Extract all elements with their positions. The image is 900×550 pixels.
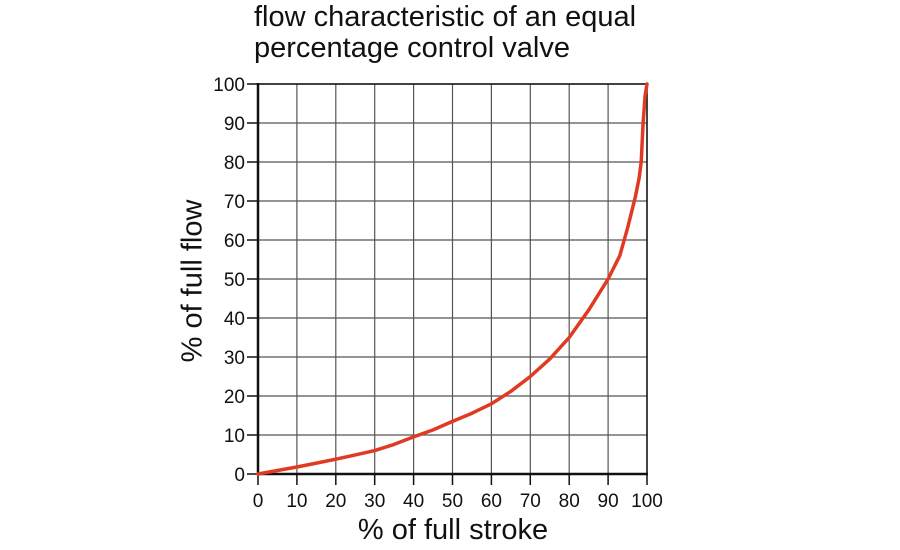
y-tick-label: 0 xyxy=(234,465,245,486)
y-tick-label: 20 xyxy=(224,387,245,408)
y-tick-label: 70 xyxy=(224,192,245,213)
x-tick-label: 50 xyxy=(442,491,463,512)
y-tick-label: 10 xyxy=(224,426,245,447)
chart-title: flow characteristic of an equal percenta… xyxy=(254,2,636,64)
x-tick-label: 80 xyxy=(559,491,580,512)
y-tick-label: 90 xyxy=(224,114,245,135)
y-tick-label: 30 xyxy=(224,348,245,369)
y-tick-label: 80 xyxy=(224,153,245,174)
flow-curve xyxy=(256,82,649,476)
y-axis-label: % of full flow xyxy=(176,199,209,363)
y-tick-label: 100 xyxy=(213,75,245,96)
x-tick-label: 100 xyxy=(631,491,663,512)
y-tick-label: 50 xyxy=(224,270,245,291)
x-tick-label: 10 xyxy=(286,491,307,512)
x-tick-label: 60 xyxy=(481,491,502,512)
y-tick-label: 40 xyxy=(224,309,245,330)
x-tick-label: 90 xyxy=(598,491,619,512)
x-tick-label: 0 xyxy=(253,491,264,512)
chart-title-line-2: percentage control valve xyxy=(254,32,570,64)
x-tick-label: 70 xyxy=(520,491,541,512)
x-tick-label: 20 xyxy=(325,491,346,512)
x-axis-label: % of full stroke xyxy=(357,514,549,546)
x-tick-label: 30 xyxy=(364,491,385,512)
chart-title-line-1: flow characteristic of an equal xyxy=(254,1,637,33)
y-tick-label: 60 xyxy=(224,231,245,252)
x-tick-label: 40 xyxy=(403,491,424,512)
